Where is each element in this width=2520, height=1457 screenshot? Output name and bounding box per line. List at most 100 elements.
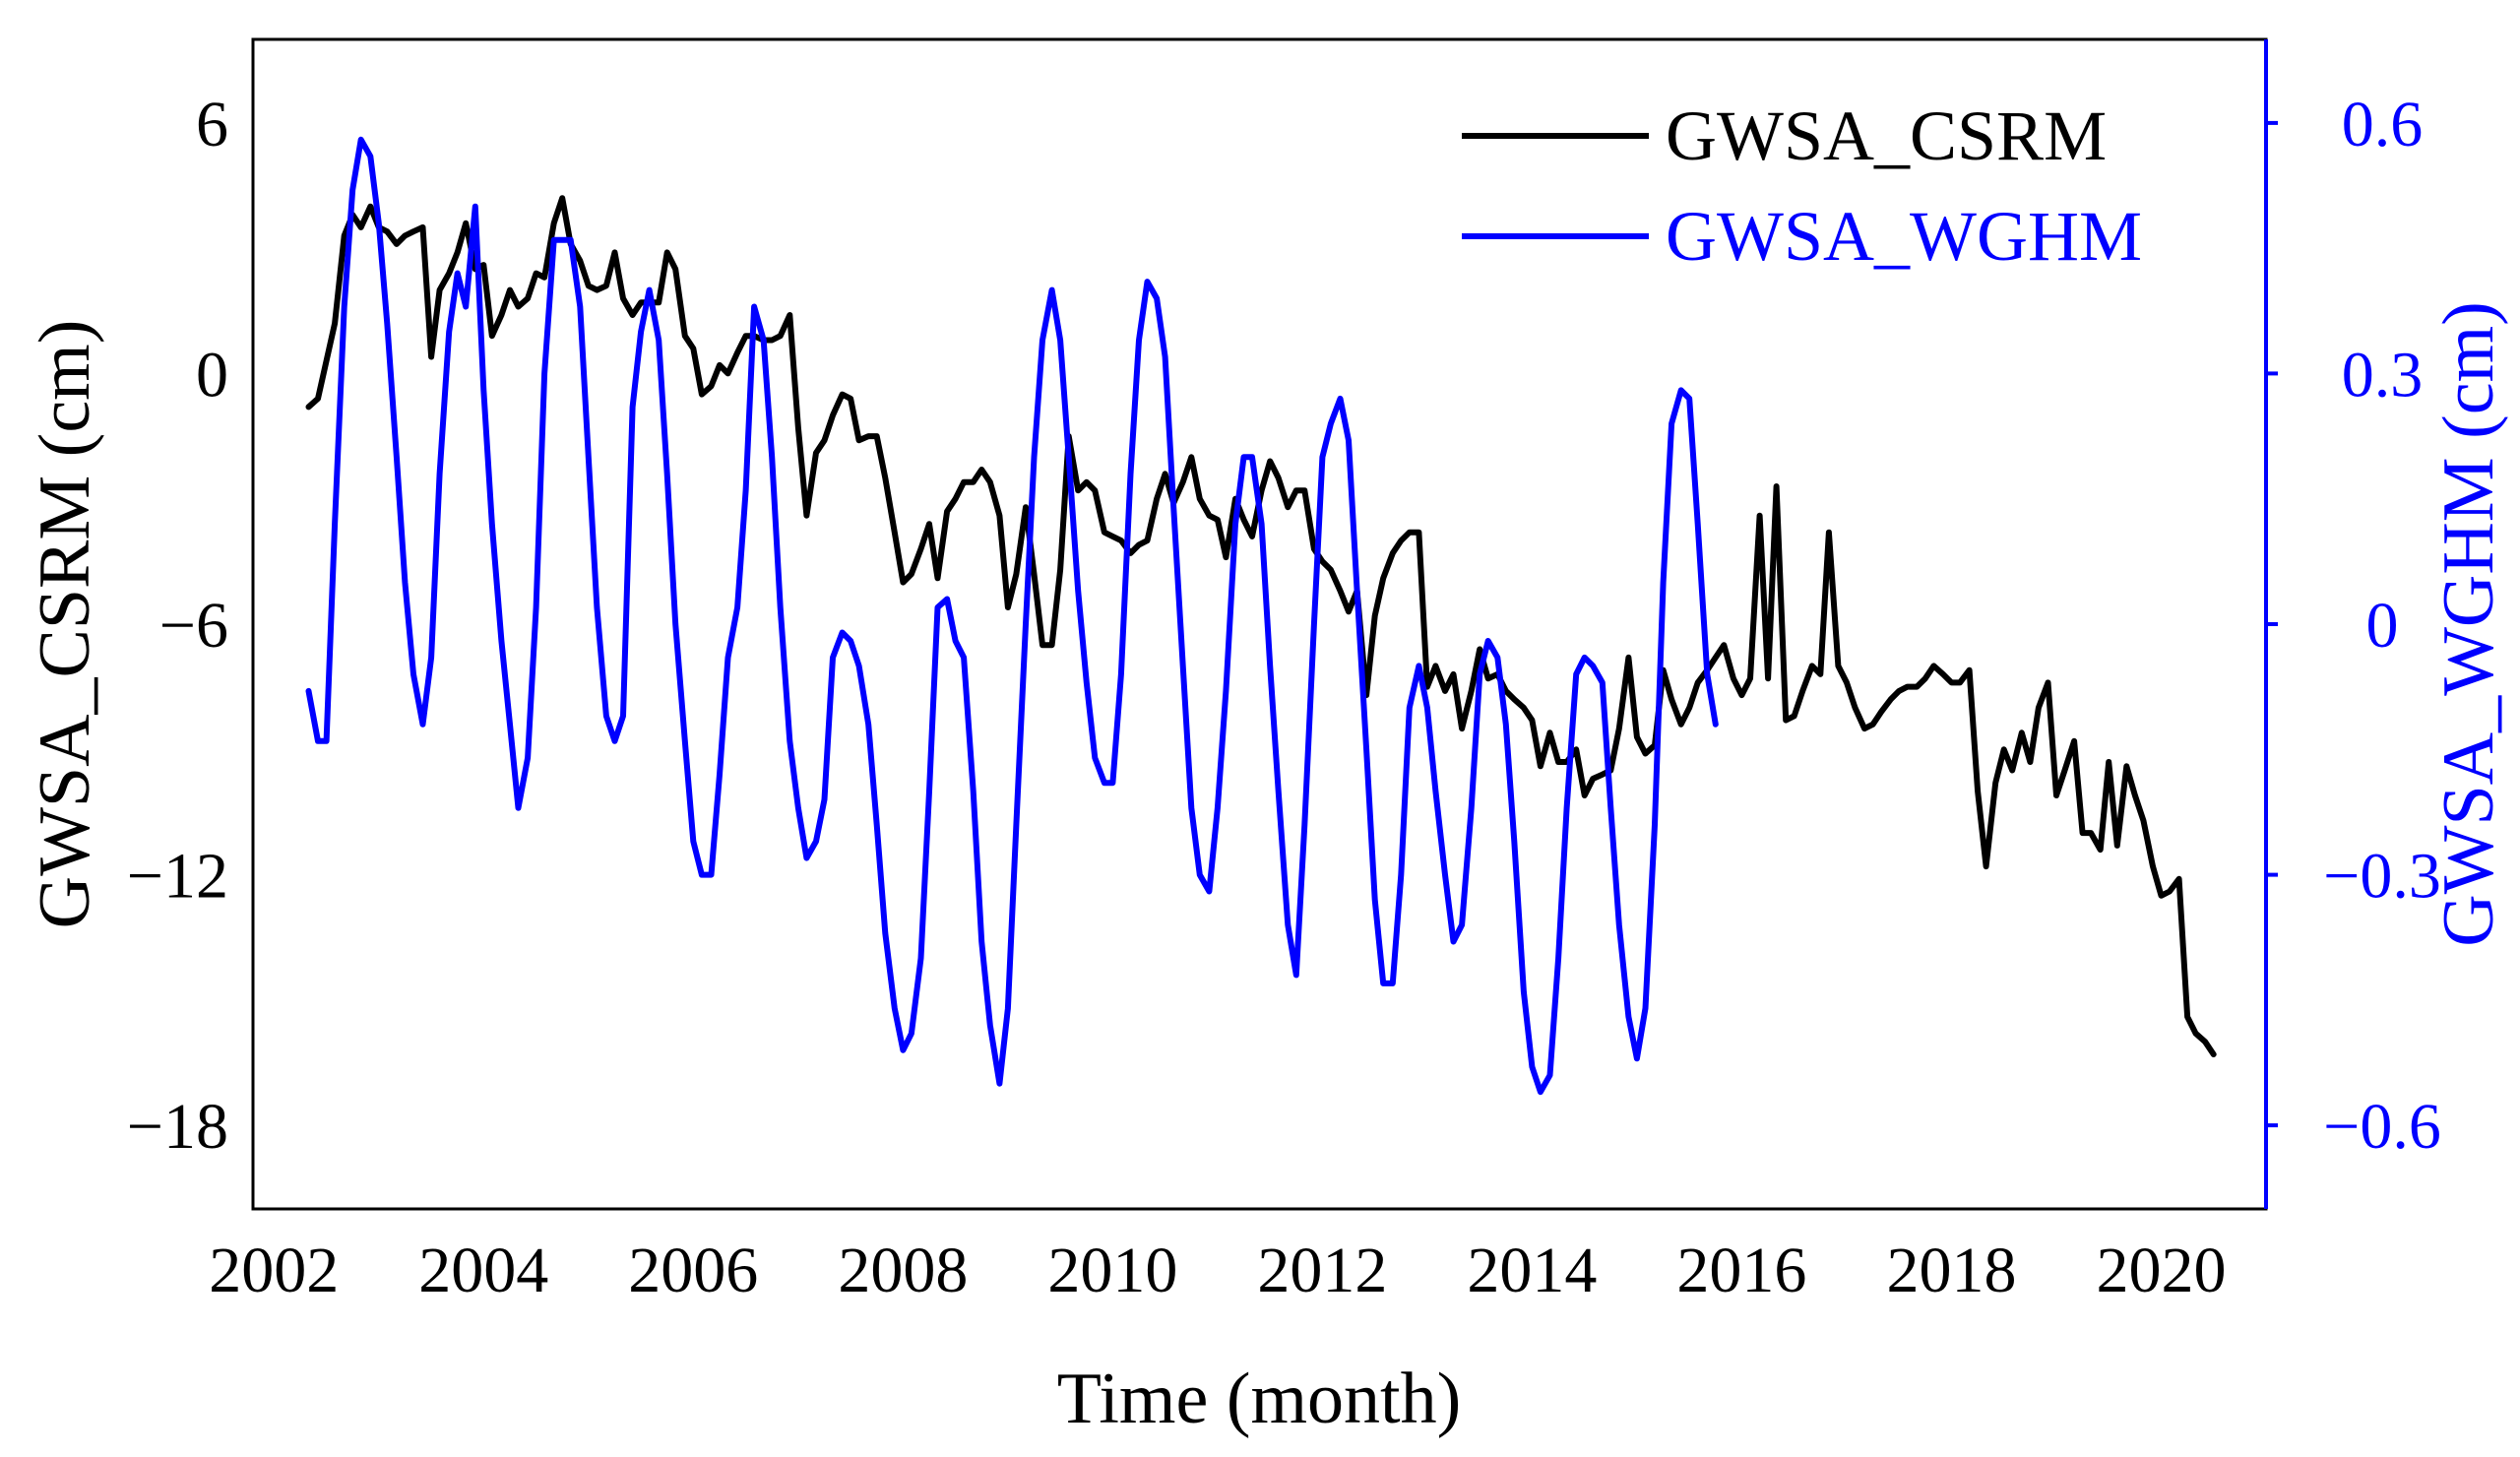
data-point-gwsa_csrm-71 xyxy=(935,575,940,581)
data-point-gwsa_csrm-103 xyxy=(1215,517,1221,523)
data-point-gwsa_wghm-95 xyxy=(1136,338,1142,343)
data-point-gwsa_csrm-23 xyxy=(516,304,521,309)
data-point-gwsa_wghm-59 xyxy=(822,796,827,802)
x-tick-label: 2008 xyxy=(838,1235,968,1306)
data-point-gwsa_csrm-21 xyxy=(498,312,504,318)
data-point-gwsa_csrm-56 xyxy=(803,513,809,519)
data-point-gwsa_wghm-129 xyxy=(1432,789,1438,794)
data-point-gwsa_csrm-179 xyxy=(1878,709,1884,715)
data-point-gwsa_csrm-84 xyxy=(1049,642,1055,648)
data-point-gwsa_csrm-81 xyxy=(1023,504,1029,510)
x-tick-label: 2010 xyxy=(1047,1235,1177,1306)
data-point-gwsa_csrm-83 xyxy=(1040,642,1045,648)
data-point-gwsa_wghm-43 xyxy=(682,738,688,744)
data-point-gwsa_wghm-29 xyxy=(559,237,565,243)
data-point-gwsa_wghm-145 xyxy=(1573,671,1579,677)
data-point-gwsa_wghm-26 xyxy=(534,604,539,610)
data-point-gwsa_wghm-160 xyxy=(1704,671,1710,677)
data-point-gwsa_csrm-26 xyxy=(541,275,547,281)
x-tick-label: 2002 xyxy=(209,1235,339,1306)
data-point-gwsa_wghm-58 xyxy=(813,839,819,845)
data-point-gwsa_csrm-47 xyxy=(725,370,730,376)
data-point-gwsa_csrm-177 xyxy=(1861,726,1867,731)
data-point-gwsa_csrm-69 xyxy=(918,546,923,552)
data-point-gwsa_wghm-17 xyxy=(455,271,461,277)
data-point-gwsa_csrm-151 xyxy=(1634,734,1640,740)
data-point-gwsa_csrm-16 xyxy=(455,249,461,255)
data-point-gwsa_wghm-1 xyxy=(315,738,321,744)
data-point-gwsa_wghm-152 xyxy=(1634,1055,1640,1061)
data-point-gwsa_csrm-195 xyxy=(2019,729,2025,735)
x-tick-label: 2018 xyxy=(1887,1235,2017,1306)
data-point-gwsa_csrm-187 xyxy=(1949,679,1954,685)
data-point-gwsa_wghm-24 xyxy=(516,805,521,811)
data-point-gwsa_wghm-126 xyxy=(1407,705,1413,711)
data-point-gwsa_csrm-107 xyxy=(1249,534,1255,539)
data-point-gwsa_wghm-104 xyxy=(1215,805,1221,811)
data-point-gwsa_wghm-134 xyxy=(1477,671,1482,677)
data-point-gwsa_csrm-155 xyxy=(1669,696,1674,702)
data-point-gwsa_csrm-208 xyxy=(2132,792,2138,798)
right-y-tick-label: 0.6 xyxy=(2342,89,2424,160)
data-point-gwsa_wghm-94 xyxy=(1128,471,1133,476)
data-point-gwsa_wghm-50 xyxy=(743,487,749,493)
data-point-gwsa_wghm-108 xyxy=(1249,454,1255,460)
data-point-gwsa_csrm-42 xyxy=(682,333,688,339)
left-y-tick-label: 0 xyxy=(196,339,228,411)
data-point-gwsa_wghm-124 xyxy=(1390,981,1396,986)
data-point-gwsa_csrm-137 xyxy=(1511,696,1517,702)
data-point-gwsa_wghm-84 xyxy=(1040,338,1045,343)
data-point-gwsa_wghm-68 xyxy=(900,1047,906,1053)
data-point-gwsa_wghm-112 xyxy=(1285,922,1291,927)
data-point-gwsa_csrm-32 xyxy=(594,287,599,293)
data-point-gwsa_wghm-142 xyxy=(1547,1072,1552,1078)
data-point-gwsa_wghm-93 xyxy=(1118,671,1124,677)
data-point-gwsa_wghm-146 xyxy=(1582,655,1588,661)
data-point-gwsa_csrm-132 xyxy=(1469,688,1475,694)
data-point-gwsa_csrm-160 xyxy=(1713,655,1719,661)
right-y-tick-label: −0.3 xyxy=(2323,841,2441,913)
data-point-gwsa_csrm-9 xyxy=(394,241,400,247)
data-point-gwsa_wghm-114 xyxy=(1301,822,1307,828)
data-point-gwsa_csrm-196 xyxy=(2027,759,2033,765)
data-point-gwsa_wghm-103 xyxy=(1206,889,1212,894)
data-point-gwsa_csrm-49 xyxy=(743,333,749,339)
right-y-axis-title: GWSA_WGHM (cm) xyxy=(2428,301,2509,947)
data-point-gwsa_csrm-139 xyxy=(1529,718,1535,724)
data-point-gwsa_csrm-142 xyxy=(1555,759,1561,765)
data-point-gwsa_wghm-42 xyxy=(672,621,678,627)
data-point-gwsa_wghm-98 xyxy=(1163,354,1168,359)
data-point-gwsa_csrm-186 xyxy=(1940,671,1946,677)
data-point-gwsa_csrm-123 xyxy=(1390,550,1396,556)
legend: GWSA_CSRM GWSA_WGHM xyxy=(1462,96,2142,276)
data-point-gwsa_wghm-11 xyxy=(402,580,408,586)
data-point-gwsa_wghm-115 xyxy=(1311,621,1317,627)
data-point-gwsa_csrm-198 xyxy=(2046,679,2050,685)
data-point-gwsa_wghm-139 xyxy=(1521,988,1527,994)
data-point-gwsa_csrm-173 xyxy=(1826,530,1832,536)
right-y-tick-label: −0.6 xyxy=(2323,1091,2441,1163)
data-point-gwsa_wghm-16 xyxy=(446,329,452,335)
data-point-gwsa_csrm-70 xyxy=(926,521,932,527)
data-point-gwsa_wghm-15 xyxy=(437,471,443,476)
data-point-gwsa_csrm-158 xyxy=(1695,679,1701,685)
data-point-gwsa_csrm-201 xyxy=(2071,738,2077,744)
data-point-gwsa_csrm-100 xyxy=(1188,454,1194,460)
left-y-tick-label: −18 xyxy=(127,1091,228,1163)
data-point-gwsa_csrm-209 xyxy=(2140,817,2146,823)
data-point-gwsa_wghm-101 xyxy=(1188,805,1194,811)
data-point-gwsa_csrm-109 xyxy=(1267,459,1273,464)
data-point-gwsa_wghm-155 xyxy=(1661,580,1667,586)
data-point-gwsa_csrm-128 xyxy=(1432,663,1438,668)
x-axis-ticks: 2002 2004 2006 2008 2010 2012 2014 2016 2018 2020 xyxy=(209,1235,2226,1306)
data-point-gwsa_wghm-119 xyxy=(1346,437,1352,443)
left-y-tick-label: −6 xyxy=(159,590,228,662)
data-point-gwsa_csrm-82 xyxy=(1032,571,1037,577)
data-point-gwsa_wghm-117 xyxy=(1328,420,1334,426)
data-point-gwsa_wghm-113 xyxy=(1293,972,1299,978)
data-point-gwsa_wghm-149 xyxy=(1607,805,1613,811)
data-point-gwsa_wghm-28 xyxy=(551,237,557,243)
data-point-gwsa_wghm-45 xyxy=(699,872,705,878)
data-point-gwsa_csrm-65 xyxy=(882,475,888,480)
data-point-gwsa_csrm-89 xyxy=(1092,487,1098,493)
